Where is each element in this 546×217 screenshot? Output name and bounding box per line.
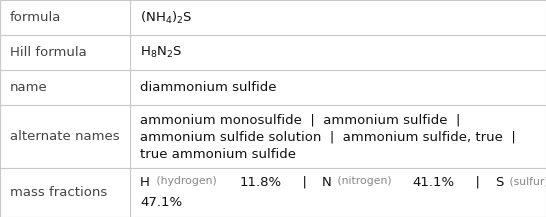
Text: name: name bbox=[10, 81, 48, 94]
Text: (hydrogen): (hydrogen) bbox=[153, 176, 220, 186]
Text: (sulfur): (sulfur) bbox=[506, 176, 546, 186]
Text: S: S bbox=[495, 176, 503, 189]
Text: 41.1%: 41.1% bbox=[413, 176, 455, 189]
Text: H: H bbox=[140, 176, 150, 189]
Text: ammonium monosulfide  |  ammonium sulfide  |
ammonium sulfide solution  |  ammon: ammonium monosulfide | ammonium sulfide … bbox=[140, 113, 516, 161]
Text: 11.8%: 11.8% bbox=[240, 176, 282, 189]
Text: N: N bbox=[322, 176, 331, 189]
Text: formula: formula bbox=[10, 11, 61, 24]
Text: Hill formula: Hill formula bbox=[10, 46, 87, 59]
Text: alternate names: alternate names bbox=[10, 130, 120, 143]
Text: (nitrogen): (nitrogen) bbox=[334, 176, 395, 186]
Text: |: | bbox=[294, 176, 315, 189]
Text: mass fractions: mass fractions bbox=[10, 186, 107, 199]
Text: |: | bbox=[467, 176, 489, 189]
Text: $\mathregular{(NH_4)_2S}$: $\mathregular{(NH_4)_2S}$ bbox=[140, 10, 193, 26]
Text: diammonium sulfide: diammonium sulfide bbox=[140, 81, 276, 94]
Text: $\mathregular{H_8N_2S}$: $\mathregular{H_8N_2S}$ bbox=[140, 45, 182, 60]
Text: 47.1%: 47.1% bbox=[140, 196, 182, 209]
